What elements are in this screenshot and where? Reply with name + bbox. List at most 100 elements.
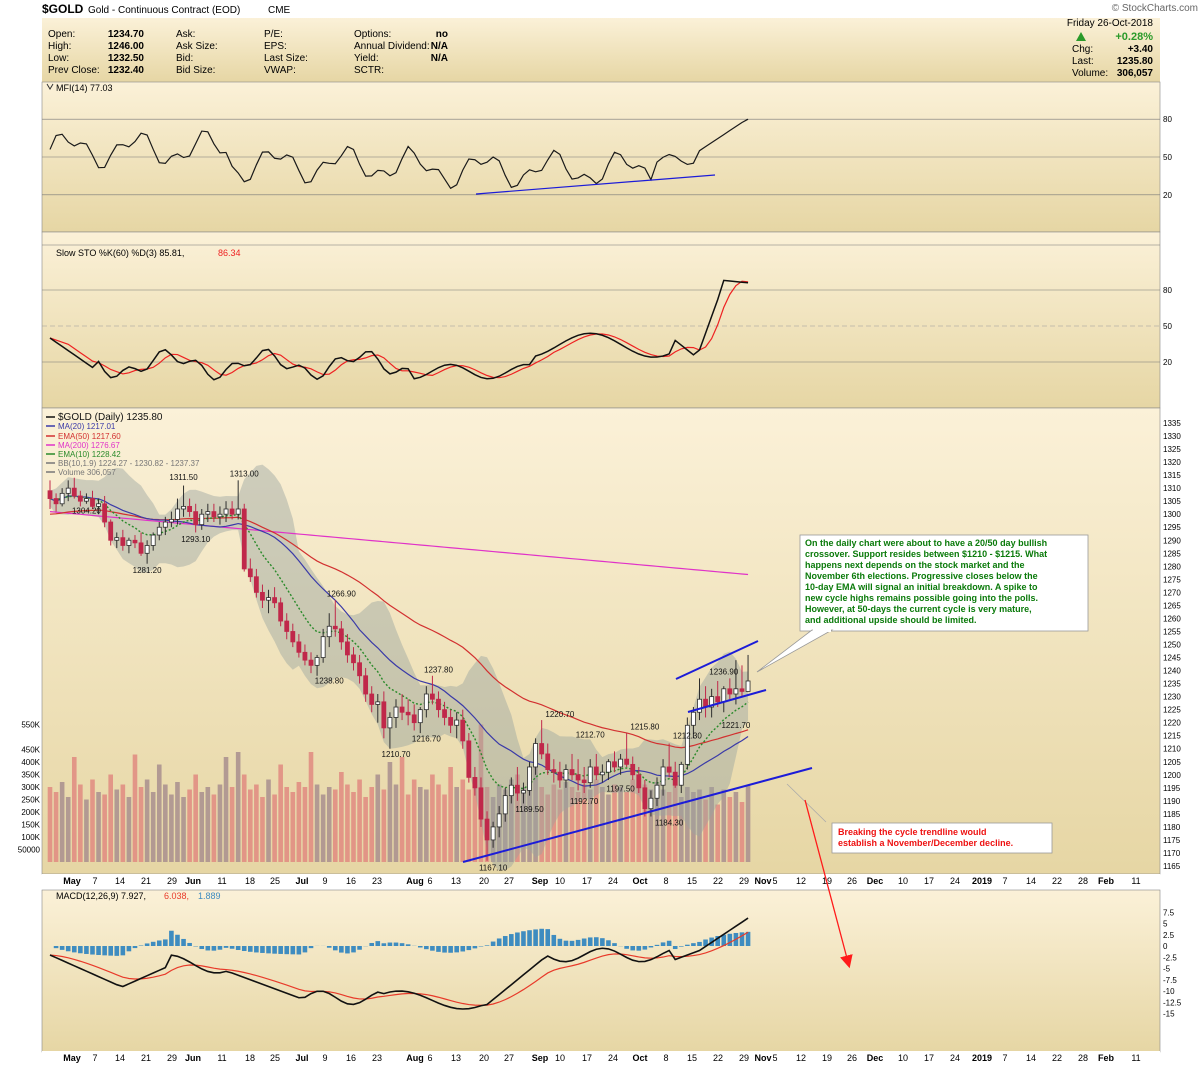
candle-body xyxy=(181,505,186,510)
volume-bar xyxy=(539,787,544,862)
price-tick: 1235 xyxy=(1163,680,1181,689)
x-axis-label: 28 xyxy=(1078,1053,1088,1063)
watermark: © StockCharts.com xyxy=(1112,3,1198,14)
quote-date: Friday 26-Oct-2018 xyxy=(1067,18,1154,29)
macd-legend: MACD(12,26,9) 7.927, xyxy=(56,891,146,901)
warning-pointer-line xyxy=(786,783,827,823)
candle-body xyxy=(381,701,387,729)
candle-body xyxy=(606,761,611,773)
macd-tick: 2.5 xyxy=(1163,931,1175,940)
volume-bar xyxy=(223,757,229,862)
volume-bar xyxy=(84,799,89,862)
volume-bar xyxy=(727,797,733,862)
x-axis-label: 14 xyxy=(1026,1053,1036,1063)
volume-bar xyxy=(709,787,714,862)
volume-bar xyxy=(308,752,314,862)
price-label: 1197.50 xyxy=(606,784,635,793)
price-tick: 1265 xyxy=(1163,601,1181,610)
volume-tick: 450K xyxy=(21,746,40,755)
quote-label-options_label: Options: xyxy=(354,29,391,40)
x-axis-label: 17 xyxy=(924,876,934,886)
candle-body xyxy=(666,766,672,773)
volume-bar xyxy=(326,787,332,862)
volume-bar xyxy=(660,789,666,862)
macd-hist-bar xyxy=(430,946,435,951)
macd-hist-bar xyxy=(715,936,720,946)
price-label: 1192.70 xyxy=(570,797,599,806)
candle-body xyxy=(90,498,95,507)
macd-hist-bar xyxy=(502,936,508,946)
macd-hist-bar xyxy=(417,946,423,948)
candle-body xyxy=(466,740,472,778)
macd-signal-line xyxy=(49,931,749,1006)
macd-hist-bar xyxy=(399,943,405,946)
candle-body xyxy=(442,709,447,718)
x-axis-label: 14 xyxy=(115,876,125,886)
candle-body xyxy=(472,777,478,789)
volume-tick: 550K xyxy=(21,721,40,730)
candle-body xyxy=(691,711,696,726)
candle-body xyxy=(411,714,417,724)
macd-hist-bar xyxy=(260,946,265,953)
macd-hist-bar xyxy=(278,946,283,954)
mfi-tick: 20 xyxy=(1163,191,1172,200)
volume-bar xyxy=(636,787,642,862)
macd-hist-bar xyxy=(96,946,101,955)
volume-bar xyxy=(393,784,399,862)
x-axis-label: 11 xyxy=(1131,876,1140,886)
macd-signal-legend: 6.038, xyxy=(164,891,189,901)
volume-bar xyxy=(654,782,660,862)
macd-hist-bar xyxy=(624,946,629,949)
candle-body xyxy=(102,503,108,523)
volume-bar xyxy=(102,794,107,862)
candle-body xyxy=(144,545,150,554)
quote-label-yield_label: Yield: xyxy=(354,53,379,64)
x-axis-label: 27 xyxy=(504,1053,514,1063)
candle-body xyxy=(290,631,296,643)
x-axis-label: 29 xyxy=(739,1053,749,1063)
volume-bar xyxy=(715,804,720,862)
macd-hist-bar xyxy=(254,946,259,953)
price-tick: 1320 xyxy=(1163,458,1181,467)
sto-tick: 20 xyxy=(1163,358,1172,367)
warning-note-line: Breaking the cycle trendline would xyxy=(838,827,987,837)
volume-bar xyxy=(90,779,95,862)
candle-body xyxy=(71,487,77,497)
macd-hist-bar xyxy=(120,946,126,956)
price-tick: 1315 xyxy=(1163,471,1181,480)
volume-bar xyxy=(575,792,581,862)
price-tick: 1280 xyxy=(1163,562,1181,571)
price-tick: 1195 xyxy=(1163,784,1181,793)
candle-body xyxy=(539,743,545,755)
candle-body xyxy=(168,519,174,523)
candle-body xyxy=(84,498,89,502)
volume-bar xyxy=(648,789,654,862)
macd-hist-bar xyxy=(727,933,733,946)
price-tick: 1305 xyxy=(1163,497,1181,506)
macd-hist-bar xyxy=(296,946,302,955)
x-axis-label: 20 xyxy=(479,1053,489,1063)
volume-bar xyxy=(411,779,417,862)
price-label: 1313.00 xyxy=(230,469,259,478)
x-axis-label: 11 xyxy=(217,876,226,886)
candle-body xyxy=(332,625,338,630)
macd-hist-bar xyxy=(527,930,532,946)
price-tick: 1215 xyxy=(1163,732,1181,741)
volume-tick: 150K xyxy=(21,821,40,830)
x-axis-label: 9 xyxy=(322,1053,327,1063)
x-axis-label: 7 xyxy=(1002,876,1007,886)
candle-body xyxy=(126,539,132,546)
quote-value-dividend: N/A xyxy=(431,41,448,52)
x-axis-label: 25 xyxy=(270,876,280,886)
macd-tick: 7.5 xyxy=(1163,908,1175,917)
candle-body xyxy=(478,787,484,820)
quote-value-prev: 1232.40 xyxy=(108,65,145,76)
macd-hist-bar xyxy=(521,931,526,946)
x-axis-label: 27 xyxy=(504,876,514,886)
candle-body xyxy=(533,743,538,768)
volume-bar xyxy=(569,787,575,862)
sto-d-legend: 86.34 xyxy=(218,248,241,258)
macd-hist-bar xyxy=(630,946,636,951)
volume-bar xyxy=(454,787,459,862)
